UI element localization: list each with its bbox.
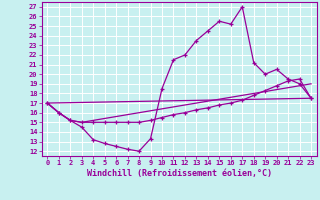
X-axis label: Windchill (Refroidissement éolien,°C): Windchill (Refroidissement éolien,°C) — [87, 169, 272, 178]
